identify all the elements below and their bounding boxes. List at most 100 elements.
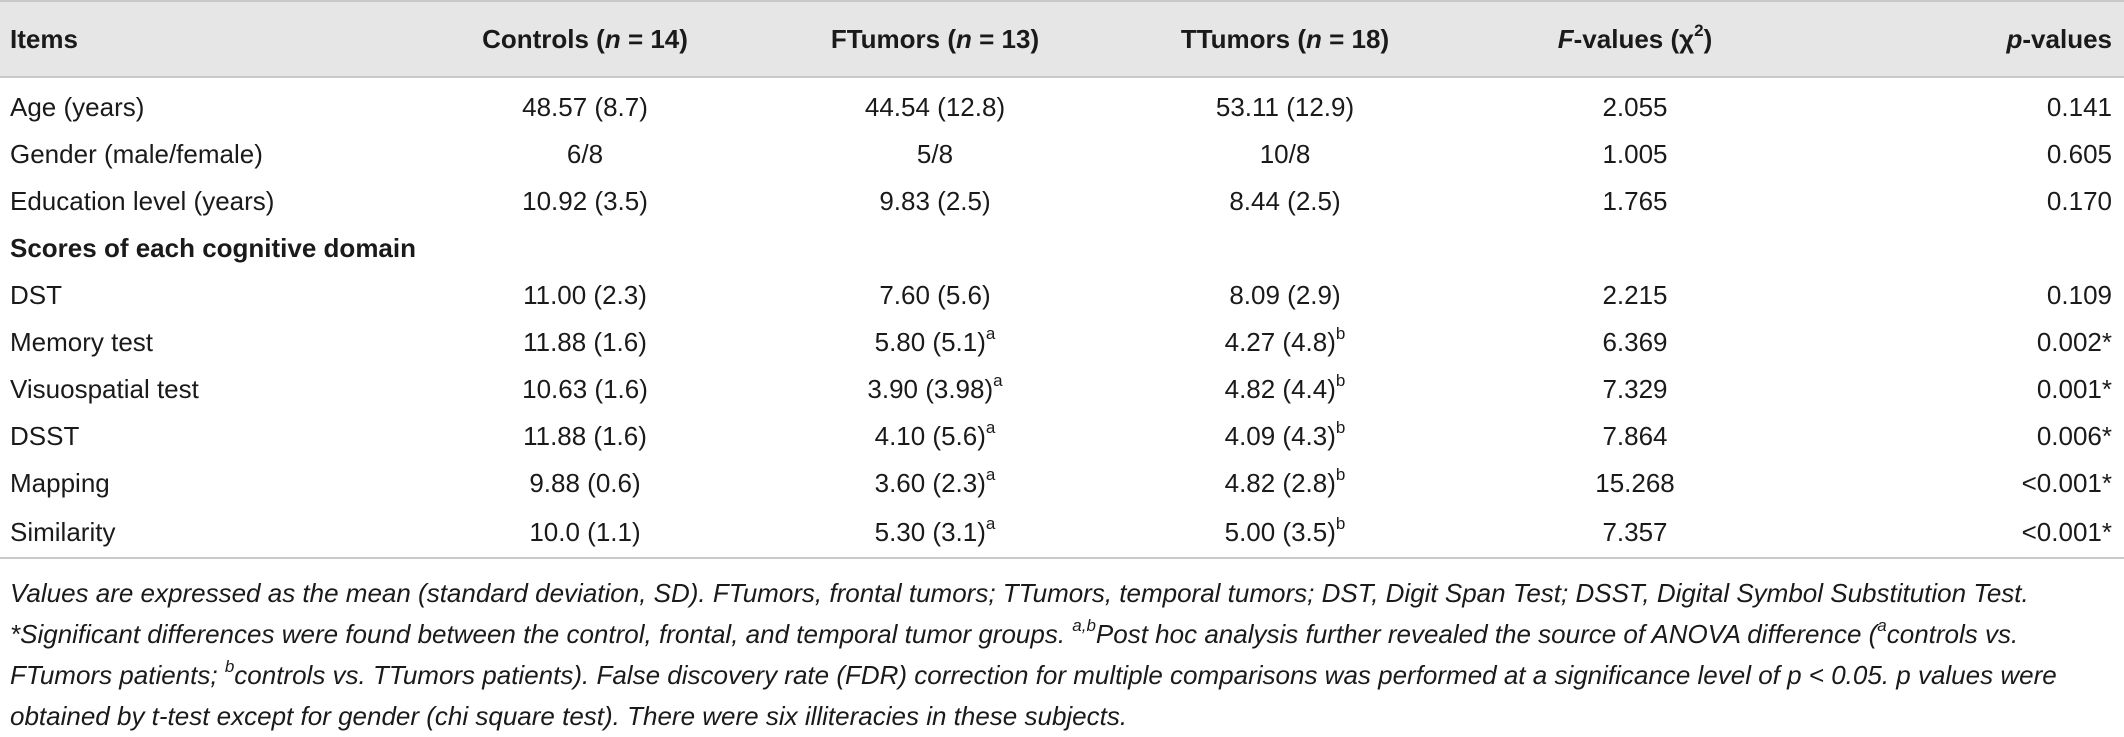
cell-item-text: DST — [10, 280, 62, 310]
cell-f-value: 7.329 — [1460, 366, 1810, 413]
cell-ftumors-text: 5/8 — [916, 139, 954, 169]
cell-p-value-text: 0.109 — [2046, 280, 2112, 310]
header-f-post: -values (χ — [1573, 23, 1695, 54]
cell-ttumors-text: 8.09 (2.9) — [1229, 280, 1341, 310]
cell-p-value-text: 0.141 — [2046, 92, 2112, 122]
cell-controls: 48.57 (8.7) — [410, 77, 760, 131]
header-items: Items — [0, 0, 410, 78]
cell-f-value-text: 7.864 — [1602, 421, 1668, 451]
footnote-sup-a: a — [1877, 616, 1887, 636]
cell-item: Age (years) — [0, 77, 410, 131]
cell-ftumors: 9.83 (2.5) — [760, 178, 1110, 225]
header-f-italic: F — [1557, 23, 1574, 54]
header-p-values: p-values — [1810, 0, 2124, 78]
cell-ttumors-text: 4.82 (4.4) — [1224, 374, 1336, 404]
header-ttumors-n: n — [1306, 23, 1322, 54]
header-controls-post: = 14) — [620, 23, 688, 54]
cell-ftumors: 4.10 (5.6)a — [760, 413, 1110, 460]
cell-ttumors-superscript: b — [1335, 513, 1346, 533]
cell-ftumors-superscript: a — [985, 324, 996, 344]
cell-ttumors-superscript: b — [1335, 465, 1346, 485]
results-table: Items Controls (n = 14) FTumors (n = 13)… — [0, 0, 2124, 559]
cell-p-value-text: 0.605 — [2046, 139, 2112, 169]
cell-f-value-text: 2.215 — [1602, 280, 1668, 310]
header-ttumors-pre: TTumors ( — [1180, 23, 1307, 54]
cell-item-text: Education level (years) — [10, 186, 275, 216]
cell-controls: 11.00 (2.3) — [410, 272, 760, 319]
table-row: DST 11.00 (2.3) 7.60 (5.6) 8.09 (2.9) 2.215 0… — [0, 272, 2124, 319]
header-f-close: ) — [1703, 23, 1713, 54]
header-ftumors-post: = 13) — [971, 23, 1040, 54]
cell-f-value-text: 2.055 — [1602, 92, 1668, 122]
header-f-sup: 2 — [1694, 20, 1704, 40]
cell-item: Education level (years) — [0, 178, 410, 225]
cell-ftumors: 44.54 (12.8) — [760, 77, 1110, 131]
cell-ttumors: 4.09 (4.3)b — [1110, 413, 1460, 460]
table-row: Gender (male/female) 6/8 5/8 10/8 1.005 0.605 — [0, 131, 2124, 178]
cell-p-value-text: 0.002* — [2036, 327, 2112, 357]
cell-ftumors-superscript: a — [993, 371, 1003, 391]
cell-item: Memory test — [0, 319, 410, 366]
cell-ttumors-text: 4.09 (4.3) — [1224, 421, 1336, 451]
cell-controls-text: 48.57 (8.7) — [522, 92, 648, 122]
footnote-part4: controls vs. TTumors patients). False di… — [10, 660, 2057, 731]
table-header: Items Controls (n = 14) FTumors (n = 13)… — [0, 0, 2124, 78]
header-controls-pre: Controls ( — [482, 23, 605, 54]
section-title: Scores of each cognitive domain — [10, 233, 416, 263]
cell-ftumors-text: 44.54 (12.8) — [864, 92, 1006, 122]
cell-ftumors-text: 3.90 (3.98) — [867, 374, 994, 404]
table-row: Mapping 9.88 (0.6) 3.60 (2.3)a 4.82 (2.8)b 1… — [0, 460, 2124, 507]
cell-ttumors: 4.27 (4.8)b — [1110, 319, 1460, 366]
cell-controls: 6/8 — [410, 131, 760, 178]
cell-controls-text: 6/8 — [566, 139, 604, 169]
cell-controls: 10.63 (1.6) — [410, 366, 760, 413]
cell-f-value-text: 1.005 — [1602, 139, 1668, 169]
cell-p-value: 0.605 — [1810, 131, 2124, 178]
cell-controls-text: 9.88 (0.6) — [529, 468, 641, 498]
table-row: Memory test 11.88 (1.6) 5.80 (5.1)a 4.27 (4… — [0, 319, 2124, 366]
cell-ftumors: 3.60 (2.3)a — [760, 460, 1110, 507]
cell-item-text: Mapping — [10, 468, 110, 498]
cell-ttumors: 53.11 (12.9) — [1110, 77, 1460, 131]
cell-controls-text: 10.63 (1.6) — [522, 374, 648, 404]
cell-ttumors-text: 8.44 (2.5) — [1229, 186, 1341, 216]
table-row: Age (years) 48.57 (8.7) 44.54 (12.8) 53.11 … — [0, 77, 2124, 131]
cell-ttumors-text: 10/8 — [1259, 139, 1311, 169]
cell-controls: 11.88 (1.6) — [410, 413, 760, 460]
cell-p-value-text: <0.001* — [2021, 516, 2112, 547]
cell-ftumors-superscript: a — [985, 418, 996, 438]
cell-ftumors-text: 4.10 (5.6) — [874, 421, 986, 451]
cell-ftumors: 3.90 (3.98)a — [760, 366, 1110, 413]
cell-ttumors-text: 4.27 (4.8) — [1224, 327, 1336, 357]
cell-f-value-text: 1.765 — [1602, 186, 1668, 216]
cell-f-value: 7.357 — [1460, 507, 1810, 559]
footnote-part3: controls vs. FTumors patients; — [10, 619, 2019, 690]
footnote-part2: Post hoc analysis further revealed the s… — [1095, 619, 1878, 649]
cell-ftumors-text: 3.60 (2.3) — [874, 468, 986, 498]
cell-ttumors: 8.44 (2.5) — [1110, 178, 1460, 225]
cell-controls-text: 11.00 (2.3) — [523, 280, 647, 310]
results-table-container: Items Controls (n = 14) FTumors (n = 13)… — [0, 0, 2124, 559]
cell-ftumors-superscript: a — [985, 513, 996, 533]
header-ttumors-post: = 18) — [1321, 23, 1390, 54]
footnote-sup-b: b — [224, 657, 235, 677]
footnote-sup-ab: a,b — [1072, 616, 1096, 636]
cell-item: DST — [0, 272, 410, 319]
cell-ftumors-text: 5.30 (3.1) — [874, 516, 986, 547]
table-row: DSST 11.88 (1.6) 4.10 (5.6)a 4.09 (4.3)b 7.8… — [0, 413, 2124, 460]
cell-item-text: DSST — [10, 421, 80, 451]
cell-ftumors-text: 5.80 (5.1) — [874, 327, 986, 357]
cell-ftumors: 5.80 (5.1)a — [760, 319, 1110, 366]
cell-controls: 10.92 (3.5) — [410, 178, 760, 225]
cell-item-text: Memory test — [10, 327, 154, 357]
header-controls-n: n — [604, 23, 621, 54]
cell-ttumors: 4.82 (2.8)b — [1110, 460, 1460, 507]
header-ftumors-n: n — [956, 23, 972, 54]
cell-p-value: 0.002* — [1810, 319, 2124, 366]
cell-f-value: 2.055 — [1460, 77, 1810, 131]
table-row: Similarity 10.0 (1.1) 5.30 (3.1)a 5.00 (3.5… — [0, 507, 2124, 559]
cell-item: Visuospatial test — [0, 366, 410, 413]
cell-f-value-text: 6.369 — [1602, 327, 1668, 357]
cell-ttumors: 10/8 — [1110, 131, 1460, 178]
header-p-italic: p — [2006, 23, 2023, 54]
